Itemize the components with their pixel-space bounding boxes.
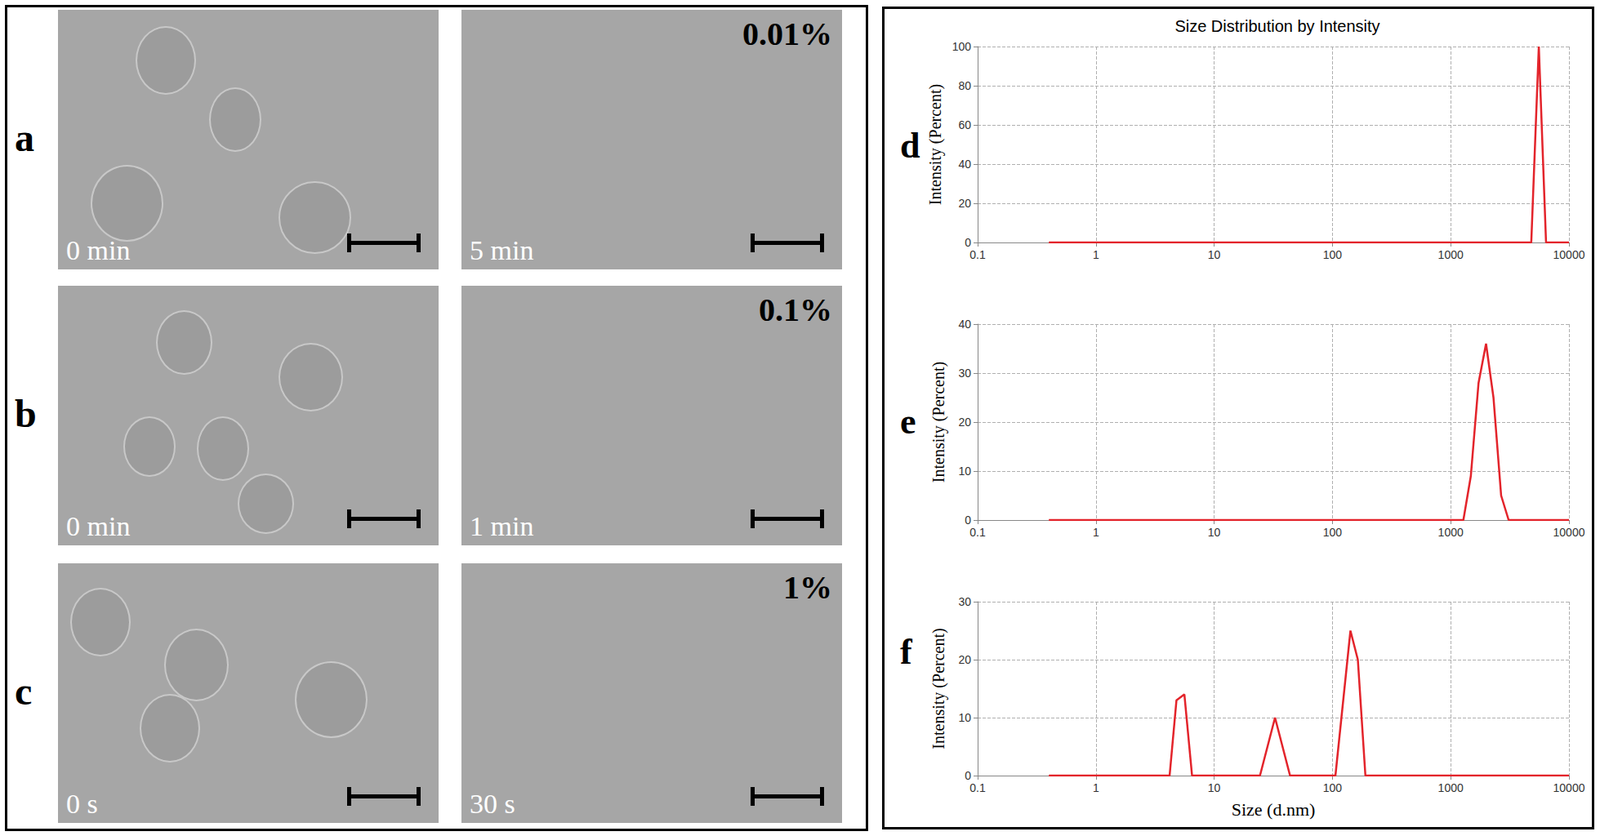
html-text:0.01%: 0.01% — [742, 15, 833, 53]
svg-text:1: 1 — [1092, 248, 1100, 262]
svg-text:Size Distribution by Intensity: Size Distribution by Intensity — [1174, 17, 1380, 36]
svg-text:Size (d.nm): Size (d.nm) — [1231, 799, 1316, 821]
svg-text:1: 1 — [1092, 781, 1100, 795]
svg-text:Intensity (Percent): Intensity (Percent) — [929, 628, 949, 749]
html-text:1 min: 1 min — [469, 511, 534, 542]
svg-text:0.1: 0.1 — [969, 248, 986, 262]
html-text:30 s: 30 s — [469, 788, 516, 820]
svg-text:80: 80 — [958, 79, 972, 93]
svg-text:1: 1 — [1092, 525, 1100, 540]
svg-text:20: 20 — [958, 653, 972, 667]
svg-text:10: 10 — [958, 711, 972, 725]
svg-text:60: 60 — [958, 118, 972, 132]
svg-text:40: 40 — [958, 317, 972, 331]
html-text:a: a — [14, 115, 35, 160]
svg-text:30: 30 — [958, 366, 972, 380]
svg-text:10: 10 — [1207, 781, 1222, 795]
svg-text:10: 10 — [958, 464, 972, 478]
svg-text:0.1: 0.1 — [969, 781, 986, 795]
svg-text:0.1: 0.1 — [969, 525, 986, 540]
html-text:5 min: 5 min — [469, 235, 534, 266]
svg-text:40: 40 — [958, 157, 972, 171]
svg-text:0: 0 — [964, 513, 972, 527]
svg-text:100: 100 — [1323, 781, 1343, 795]
svg-text:100: 100 — [1323, 248, 1343, 262]
svg-text:f: f — [900, 632, 914, 673]
svg-text:e: e — [900, 401, 917, 442]
html-text:0 min: 0 min — [66, 511, 131, 542]
html-text:1%: 1% — [783, 569, 833, 607]
svg-text:1000: 1000 — [1438, 525, 1464, 540]
svg-text:20: 20 — [958, 196, 972, 210]
svg-text:0: 0 — [964, 769, 972, 783]
html-text:0 s: 0 s — [66, 788, 98, 820]
svg-text:1000: 1000 — [1438, 781, 1464, 795]
svg-text:d: d — [900, 125, 920, 166]
svg-text:10000: 10000 — [1553, 781, 1586, 795]
html-text:b: b — [14, 392, 37, 436]
html-text:0 min: 0 min — [66, 235, 131, 266]
svg-text:Intensity (Percent): Intensity (Percent) — [926, 84, 945, 206]
svg-text:10: 10 — [1207, 525, 1222, 540]
svg-text:100: 100 — [1323, 525, 1343, 540]
svg-text:10: 10 — [1207, 248, 1222, 262]
svg-text:1000: 1000 — [1438, 248, 1464, 262]
svg-text:100: 100 — [952, 40, 972, 54]
svg-text:20: 20 — [958, 415, 972, 429]
html-text:0.1%: 0.1% — [758, 291, 833, 329]
svg-text:10000: 10000 — [1553, 248, 1586, 262]
svg-text:0: 0 — [964, 236, 972, 250]
html-text:c: c — [14, 669, 33, 714]
svg-text:Intensity (Percent): Intensity (Percent) — [929, 361, 949, 483]
svg-text:10000: 10000 — [1553, 525, 1586, 540]
svg-text:30: 30 — [958, 595, 972, 609]
